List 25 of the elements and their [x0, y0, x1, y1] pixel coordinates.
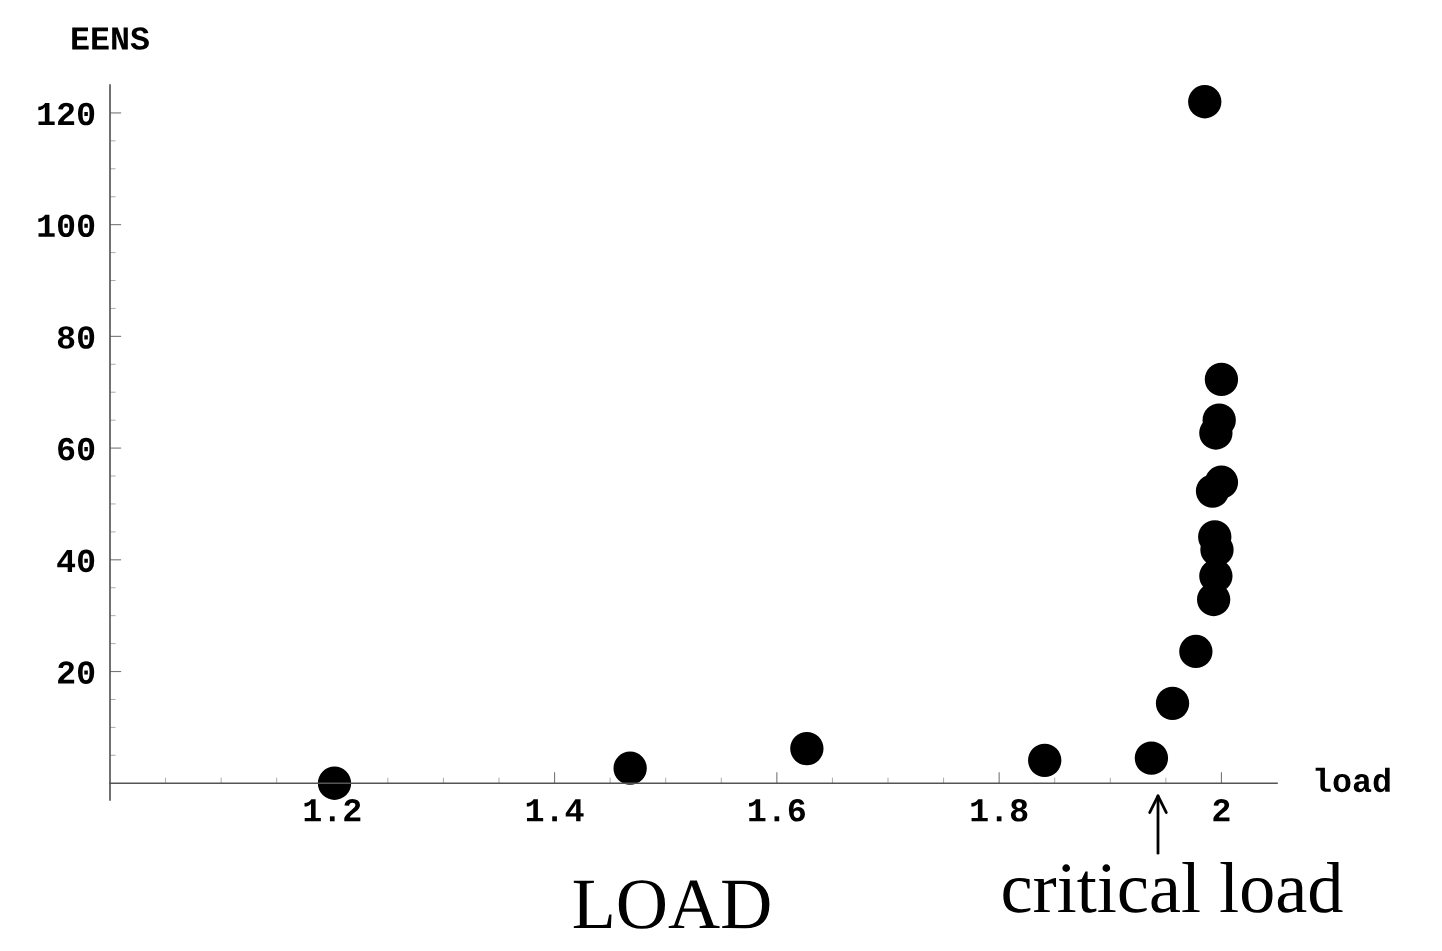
- text: critical load: [1003, 862, 1343, 913]
- point: [790, 731, 824, 766]
- point: [1155, 686, 1190, 721]
- point: [1188, 85, 1222, 119]
- y-tick-label: 60: [58, 437, 95, 461]
- x-tick-label: 1.4: [526, 799, 584, 822]
- y-tick-label: 20: [58, 661, 95, 684]
- x-tick-label: 2: [1213, 798, 1230, 822]
- point: [613, 751, 647, 785]
- y-axis-title: EENS: [72, 27, 149, 50]
- y-tick-label: 100: [38, 214, 95, 238]
- y-tick-label: 40: [57, 549, 95, 573]
- point: [1134, 741, 1169, 775]
- y-tick-label: 80: [57, 326, 95, 349]
- y-tick-label: 120: [38, 102, 95, 126]
- text: LOAD: [573, 880, 770, 929]
- x-tick-label: 1.6: [749, 798, 805, 822]
- point: [1028, 743, 1062, 778]
- point: [317, 766, 352, 800]
- point: [1204, 362, 1239, 397]
- point: [1195, 474, 1230, 508]
- x-axis-title: load: [1315, 767, 1390, 793]
- point: [1179, 634, 1213, 669]
- x-tick-label: 1.8: [971, 798, 1028, 822]
- x-tick-label: 1.2: [304, 798, 361, 822]
